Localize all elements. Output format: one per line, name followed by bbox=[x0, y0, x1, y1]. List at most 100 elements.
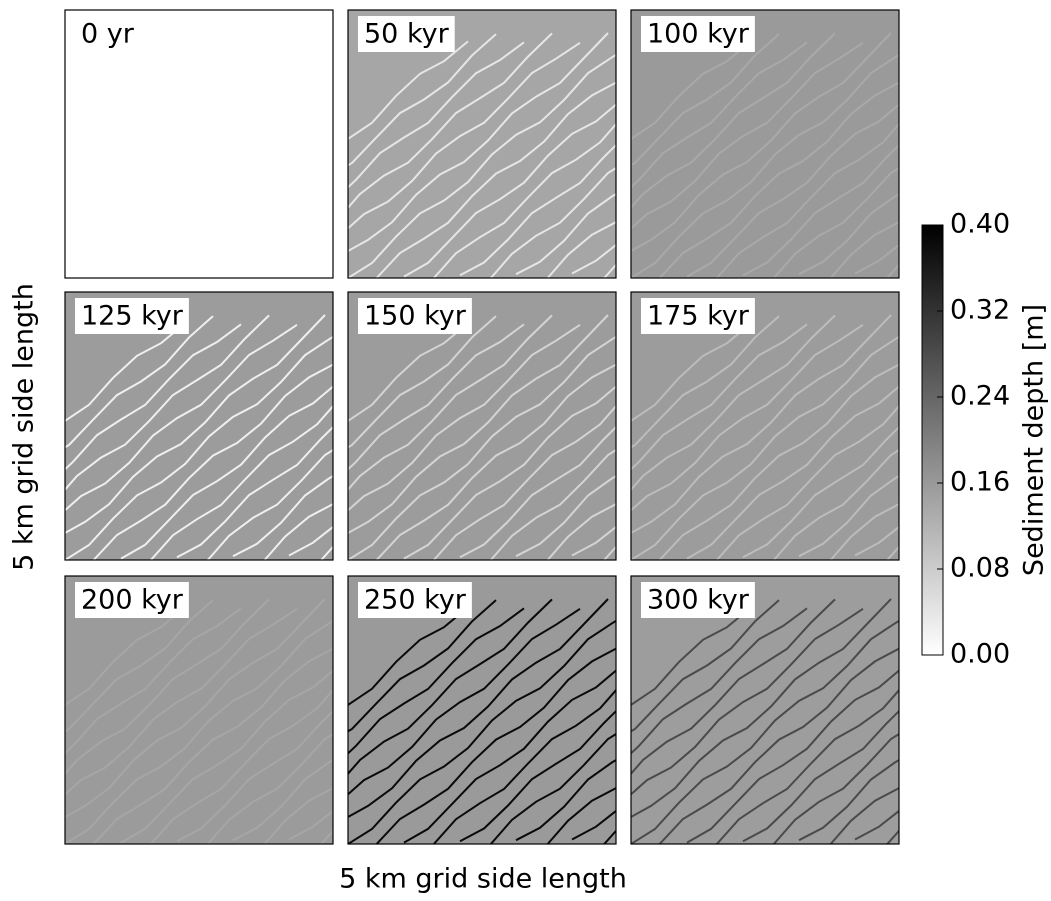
panel-frame bbox=[347, 575, 617, 845]
stream bbox=[176, 709, 333, 843]
panel-label-box bbox=[75, 582, 189, 618]
panel-label-box bbox=[641, 298, 755, 334]
stream bbox=[65, 33, 214, 167]
stream bbox=[432, 688, 616, 844]
stream bbox=[459, 143, 616, 277]
stream bbox=[798, 475, 899, 558]
stream bbox=[65, 41, 298, 230]
stream bbox=[631, 607, 808, 755]
stream bbox=[631, 619, 899, 844]
stream bbox=[375, 81, 616, 278]
stream bbox=[715, 122, 899, 278]
panel-label-box bbox=[75, 298, 189, 334]
stream bbox=[92, 647, 333, 844]
streams bbox=[348, 32, 616, 278]
panel-label-box bbox=[75, 16, 140, 52]
stream bbox=[348, 32, 609, 253]
stream bbox=[403, 385, 616, 560]
stream bbox=[65, 315, 214, 449]
stream bbox=[631, 32, 892, 253]
stream bbox=[348, 599, 497, 733]
stream bbox=[65, 598, 326, 819]
panel-label: 125 kyr bbox=[81, 301, 184, 332]
stream bbox=[742, 425, 899, 559]
stream bbox=[631, 40, 752, 141]
stream bbox=[120, 669, 333, 844]
stream bbox=[798, 193, 899, 276]
stream bbox=[631, 33, 780, 167]
stream bbox=[348, 314, 609, 535]
stream bbox=[348, 607, 525, 755]
stream bbox=[65, 53, 333, 278]
stream bbox=[348, 598, 553, 776]
stream bbox=[631, 598, 892, 819]
stream bbox=[348, 53, 616, 278]
stream bbox=[348, 32, 553, 210]
stream bbox=[631, 599, 780, 733]
stream bbox=[772, 166, 899, 278]
stream bbox=[631, 607, 864, 796]
stream bbox=[65, 314, 326, 535]
stream bbox=[686, 385, 899, 560]
panel-label: 200 kyr bbox=[81, 585, 184, 616]
stream bbox=[658, 647, 899, 844]
stream bbox=[546, 220, 616, 278]
streams bbox=[65, 32, 333, 278]
stream bbox=[65, 607, 242, 755]
stream bbox=[232, 475, 333, 558]
stream bbox=[65, 322, 186, 423]
streams bbox=[65, 314, 333, 560]
stream bbox=[65, 606, 186, 707]
panel-label-box bbox=[641, 582, 755, 618]
stream bbox=[65, 607, 298, 796]
streams bbox=[348, 598, 616, 844]
stream bbox=[515, 759, 616, 842]
stream bbox=[829, 220, 899, 278]
stream bbox=[515, 475, 616, 558]
stream bbox=[686, 103, 899, 278]
stream bbox=[348, 33, 497, 167]
stream bbox=[65, 314, 270, 492]
stream bbox=[772, 732, 899, 844]
stream bbox=[348, 41, 581, 230]
stream bbox=[149, 404, 333, 560]
y-axis-label: 5 km grid side length bbox=[9, 283, 40, 571]
stream bbox=[149, 122, 333, 278]
stream bbox=[348, 606, 469, 707]
stream bbox=[829, 502, 899, 560]
stream bbox=[459, 425, 616, 559]
panel-frame bbox=[630, 291, 900, 561]
stream bbox=[829, 786, 899, 844]
stream bbox=[348, 598, 609, 819]
stream bbox=[206, 166, 333, 278]
stream bbox=[631, 314, 892, 535]
stream bbox=[65, 323, 242, 471]
stream bbox=[631, 323, 864, 512]
stream bbox=[375, 363, 616, 560]
stream bbox=[348, 619, 616, 844]
stream bbox=[631, 322, 752, 423]
stream bbox=[546, 502, 616, 560]
colorbar-tick-label: 0.08 bbox=[950, 553, 1010, 584]
stream bbox=[432, 404, 616, 560]
streams bbox=[348, 314, 616, 560]
stream bbox=[459, 709, 616, 843]
stream bbox=[176, 143, 333, 277]
stream bbox=[348, 315, 497, 449]
colorbar-tick-label: 0.24 bbox=[950, 381, 1010, 412]
stream bbox=[65, 40, 186, 141]
panel-label-box bbox=[358, 582, 472, 618]
stream bbox=[631, 41, 808, 189]
stream bbox=[798, 759, 899, 842]
stream bbox=[348, 40, 469, 141]
stream bbox=[232, 759, 333, 842]
stream bbox=[631, 323, 808, 471]
stream bbox=[232, 193, 333, 276]
stream bbox=[515, 193, 616, 276]
stream bbox=[489, 166, 616, 278]
panel-label: 50 kyr bbox=[364, 19, 450, 50]
stream bbox=[206, 448, 333, 560]
stream bbox=[65, 619, 333, 844]
stream bbox=[348, 323, 581, 512]
stream bbox=[348, 607, 581, 796]
